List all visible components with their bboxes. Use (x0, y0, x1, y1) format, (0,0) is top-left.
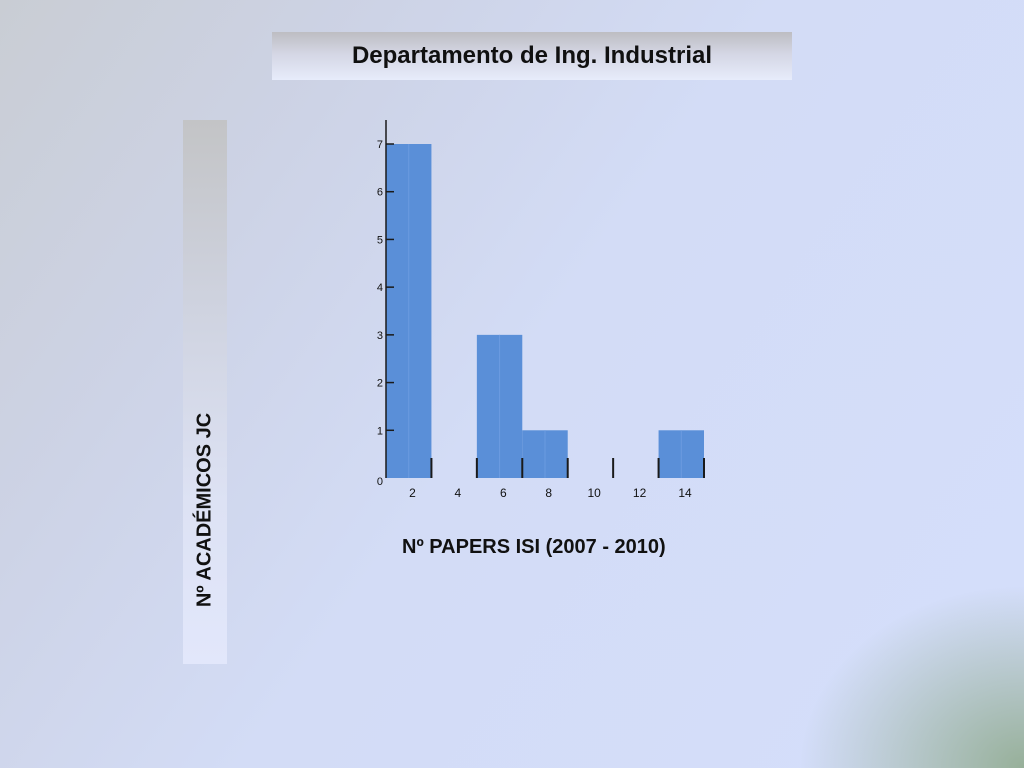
slide-title-banner: Departamento de Ing. Industrial (272, 32, 792, 80)
y-tick-label: 3 (377, 330, 383, 342)
y-tick-label: 5 (377, 234, 383, 246)
y-tick-label: 2 (377, 378, 383, 390)
slide-title: Departamento de Ing. Industrial (351, 42, 713, 69)
y-tick-label: 4 (377, 282, 383, 294)
x-tick-label: 12 (633, 486, 647, 500)
y-axis-label-strip: Nº ACADÉMICOS JC (183, 120, 227, 664)
y-tick-label: 7 (377, 139, 383, 151)
x-axis-label: Nº PAPERS ISI (2007 - 2010) (402, 536, 666, 558)
x-tick-label: 2 (409, 486, 416, 500)
y-tick-label: 1 (377, 425, 383, 437)
x-tick-label: 4 (455, 486, 462, 500)
x-tick-label: 8 (545, 486, 552, 500)
x-tick-label: 14 (678, 486, 692, 500)
y-tick-label: 6 (377, 187, 383, 199)
y-tick-label: 0 (377, 476, 383, 488)
x-tick-label: 10 (587, 486, 601, 500)
x-tick-label: 6 (500, 486, 507, 500)
